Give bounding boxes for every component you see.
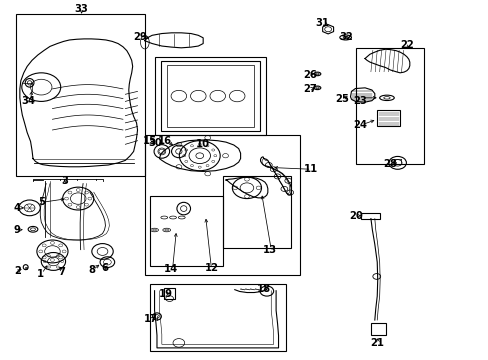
Text: 20: 20 (349, 211, 363, 221)
Text: 26: 26 (303, 69, 316, 80)
Text: 16: 16 (157, 136, 171, 146)
Text: 22: 22 (400, 40, 413, 50)
Bar (164, 288, 175, 298)
Text: 31: 31 (315, 18, 328, 28)
Text: 4: 4 (14, 203, 21, 213)
Text: 27: 27 (303, 84, 316, 94)
Bar (222, 176, 290, 248)
Text: 32: 32 (339, 32, 353, 42)
Bar (370, 323, 385, 336)
Text: 28: 28 (383, 159, 396, 169)
Text: 12: 12 (204, 262, 218, 273)
Bar (144, 135, 300, 275)
Bar (16, 14, 144, 176)
Bar (376, 111, 399, 126)
Text: 29: 29 (133, 32, 146, 42)
Text: 34: 34 (21, 96, 35, 107)
Text: 6: 6 (101, 263, 108, 273)
Text: 23: 23 (353, 96, 366, 107)
Text: 21: 21 (369, 338, 383, 347)
Text: 14: 14 (163, 264, 177, 274)
Text: 13: 13 (262, 245, 276, 255)
Text: 1: 1 (37, 269, 44, 279)
Text: 5: 5 (38, 197, 45, 207)
Bar (161, 62, 260, 131)
Bar (149, 196, 222, 266)
Bar (166, 65, 254, 127)
Text: 8: 8 (89, 265, 96, 275)
Text: 24: 24 (352, 120, 366, 130)
Text: 19: 19 (159, 289, 172, 298)
Bar (154, 57, 266, 135)
Text: 18: 18 (256, 284, 270, 294)
Text: 11: 11 (304, 164, 318, 174)
Text: 7: 7 (59, 267, 65, 277)
Text: 25: 25 (334, 94, 348, 104)
Bar (149, 284, 285, 351)
Bar (356, 48, 424, 164)
Text: 15: 15 (142, 136, 157, 146)
Text: 9: 9 (14, 225, 21, 235)
Text: 33: 33 (75, 4, 88, 14)
Text: 10: 10 (196, 139, 210, 149)
Bar (361, 213, 379, 219)
Text: 3: 3 (61, 176, 68, 186)
Text: 30: 30 (148, 138, 162, 148)
Text: 2: 2 (14, 266, 21, 276)
Text: 17: 17 (143, 314, 157, 324)
